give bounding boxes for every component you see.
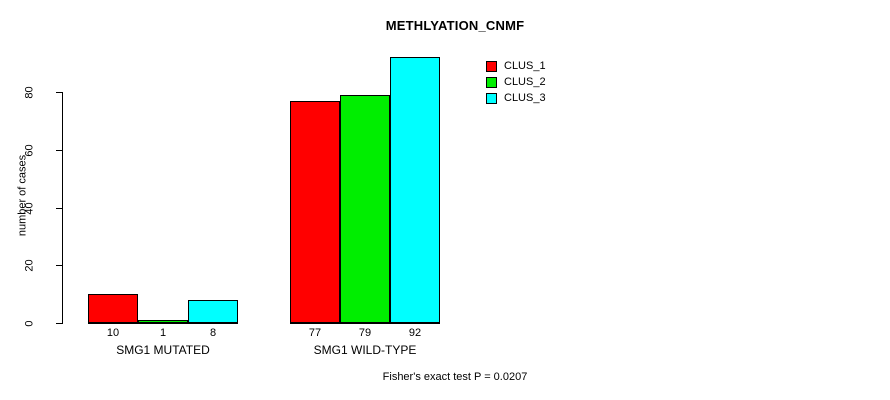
legend-swatch-icon bbox=[486, 76, 497, 88]
y-tick-mark bbox=[56, 207, 62, 209]
chart-title: METHLYATION_CNMF bbox=[0, 18, 890, 33]
bar-clus_2-group-1[interactable] bbox=[138, 320, 188, 323]
bar-value-label: 92 bbox=[408, 327, 422, 339]
legend-item-clus_2[interactable]: CLUS_2 bbox=[486, 74, 546, 90]
bar-clus_1-group-1[interactable] bbox=[88, 294, 138, 323]
y-tick-label: 40 bbox=[23, 201, 36, 215]
bar-value-label: 1 bbox=[159, 327, 167, 339]
bar-value-label: 8 bbox=[209, 327, 217, 339]
bar-clus_3-group-1[interactable] bbox=[188, 299, 238, 323]
legend-label: CLUS_2 bbox=[504, 75, 546, 88]
legend-label: CLUS_1 bbox=[504, 59, 546, 72]
bar-clus_1-group-2[interactable] bbox=[290, 100, 340, 323]
legend-swatch-icon bbox=[486, 92, 497, 104]
y-tick-mark bbox=[56, 149, 62, 151]
legend-item-clus_3[interactable]: CLUS_3 bbox=[486, 90, 546, 106]
bar-value-label: 10 bbox=[106, 327, 120, 339]
legend-swatch-icon bbox=[486, 60, 497, 72]
footer-annotation-text: Fisher's exact test P = 0.0207 bbox=[382, 371, 528, 383]
bar-clus_3-group-2[interactable] bbox=[390, 57, 440, 323]
bar-value-label: 79 bbox=[358, 327, 372, 339]
group-label-2: SMG1 WILD-TYPE bbox=[313, 343, 417, 357]
chart-title-text: METHLYATION_CNMF bbox=[385, 18, 525, 33]
legend-item-clus_1[interactable]: CLUS_1 bbox=[486, 58, 546, 74]
y-tick-mark bbox=[56, 265, 62, 267]
y-axis-line bbox=[62, 92, 63, 324]
y-tick-label: 0 bbox=[23, 320, 36, 327]
legend-label: CLUS_3 bbox=[504, 91, 546, 104]
y-tick-label: 80 bbox=[23, 86, 36, 99]
bar-clus_2-group-2[interactable] bbox=[340, 94, 390, 323]
y-tick-mark bbox=[56, 92, 62, 93]
footer-annotation: Fisher's exact test P = 0.0207 bbox=[0, 371, 890, 383]
legend: CLUS_1 CLUS_2 CLUS_3 bbox=[486, 58, 546, 106]
y-tick-label: 60 bbox=[23, 144, 36, 157]
bar-value-label: 77 bbox=[308, 327, 322, 339]
x-axis-line-group-1 bbox=[88, 323, 238, 324]
y-tick-mark bbox=[56, 323, 62, 324]
x-axis-line-group-2 bbox=[290, 323, 440, 324]
y-tick-label: 20 bbox=[23, 259, 36, 272]
group-label-1: SMG1 MUTATED bbox=[116, 343, 210, 357]
